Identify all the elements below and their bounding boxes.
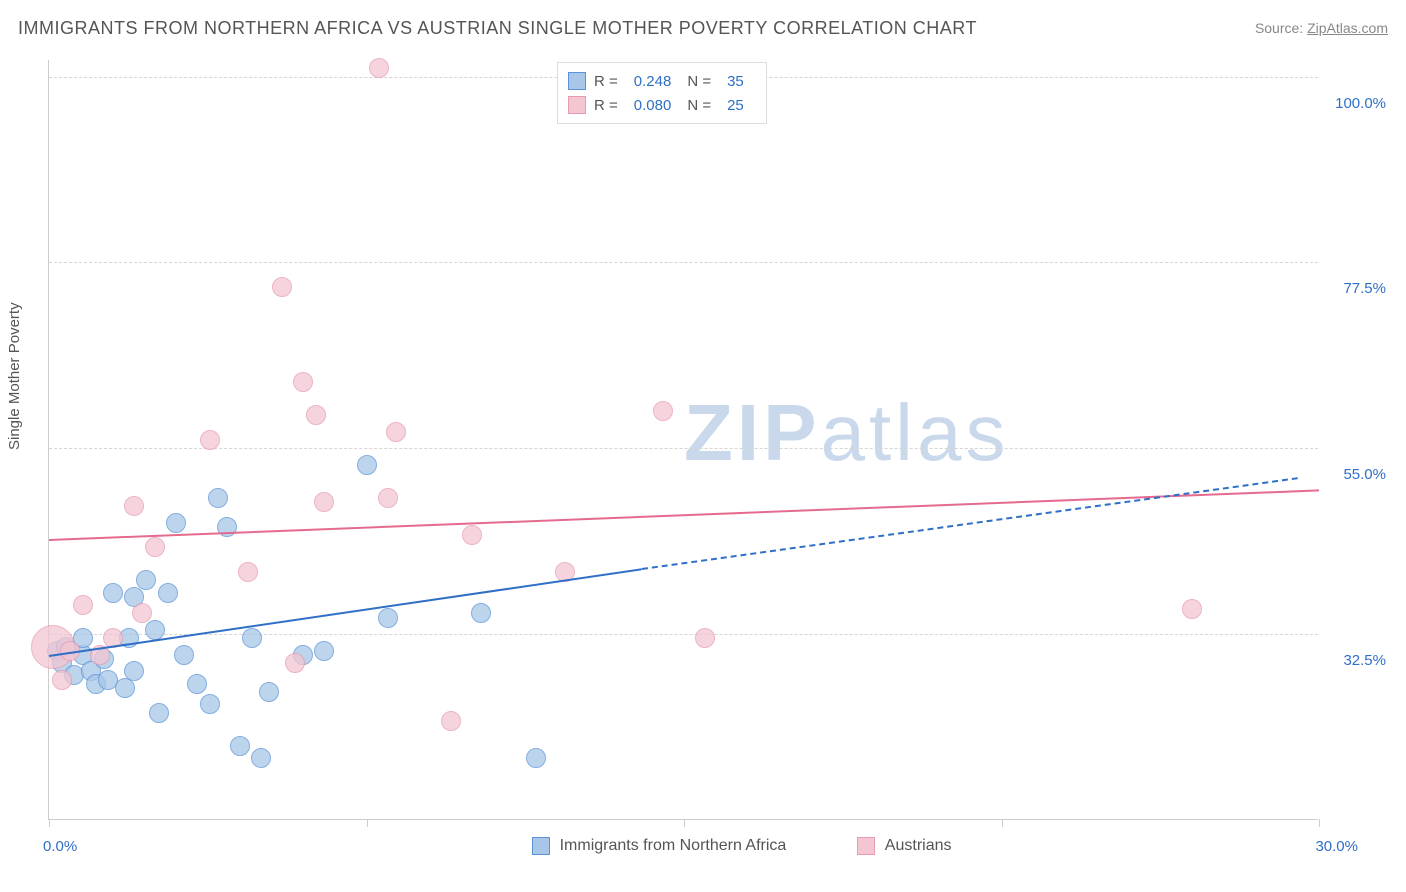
data-point: [272, 277, 292, 297]
data-point: [314, 492, 334, 512]
data-point: [1182, 599, 1202, 619]
data-point: [285, 653, 305, 673]
data-point: [378, 488, 398, 508]
n-value: 35: [727, 73, 744, 90]
trend-line: [49, 490, 1319, 542]
y-axis-label: Single Mother Poverty: [6, 302, 23, 450]
data-point: [259, 682, 279, 702]
chart-header: IMMIGRANTS FROM NORTHERN AFRICA VS AUSTR…: [18, 18, 1388, 46]
data-point: [369, 58, 389, 78]
data-point: [378, 608, 398, 628]
x-min-label: 0.0%: [43, 838, 77, 855]
scatter-plot: ZIPatlas 32.5%55.0%77.5%100.0%0.0%30.0%R…: [48, 60, 1318, 820]
n-label: N =: [687, 97, 711, 114]
y-tick-label: 55.0%: [1343, 466, 1386, 483]
watermark-bold: ZIP: [684, 388, 820, 477]
data-point: [653, 401, 673, 421]
data-point: [200, 430, 220, 450]
data-point: [526, 748, 546, 768]
data-point: [132, 603, 152, 623]
data-point: [306, 405, 326, 425]
y-tick-label: 32.5%: [1343, 652, 1386, 669]
source-attribution: Source: ZipAtlas.com: [1255, 20, 1388, 36]
data-point: [357, 455, 377, 475]
data-point: [251, 748, 271, 768]
data-point: [136, 570, 156, 590]
correlation-legend: R = 0.248 N = 35 R = 0.080 N = 25: [557, 62, 767, 124]
x-tick: [1319, 819, 1320, 827]
y-tick-label: 100.0%: [1335, 95, 1386, 112]
data-point: [242, 628, 262, 648]
data-point: [124, 661, 144, 681]
data-point: [441, 711, 461, 731]
data-point: [462, 525, 482, 545]
data-point: [208, 488, 228, 508]
legend-swatch: [568, 96, 586, 114]
series-legend-item: Immigrants from Northern Africa: [532, 837, 787, 855]
data-point: [230, 736, 250, 756]
data-point: [52, 670, 72, 690]
r-value: 0.248: [634, 73, 672, 90]
data-point: [187, 674, 207, 694]
data-point: [158, 583, 178, 603]
x-tick: [367, 819, 368, 827]
n-value: 25: [727, 97, 744, 114]
x-tick: [1002, 819, 1003, 827]
grid-line: [49, 448, 1318, 449]
grid-line: [49, 634, 1318, 635]
data-point: [238, 562, 258, 582]
data-point: [103, 583, 123, 603]
r-label: R =: [594, 97, 618, 114]
data-point: [73, 595, 93, 615]
legend-swatch: [857, 837, 875, 855]
x-max-label: 30.0%: [1315, 838, 1358, 855]
legend-swatch: [568, 72, 586, 90]
data-point: [174, 645, 194, 665]
x-tick: [49, 819, 50, 827]
data-point: [145, 620, 165, 640]
data-point: [293, 372, 313, 392]
n-label: N =: [687, 73, 711, 90]
watermark: ZIPatlas: [684, 387, 1009, 479]
legend-row: R = 0.080 N = 25: [568, 93, 752, 117]
watermark-light: atlas: [820, 388, 1009, 477]
data-point: [124, 496, 144, 516]
data-point: [166, 513, 186, 533]
chart-title: IMMIGRANTS FROM NORTHERN AFRICA VS AUSTR…: [18, 18, 977, 38]
legend-row: R = 0.248 N = 35: [568, 69, 752, 93]
legend-label: Austrians: [885, 837, 952, 855]
legend-swatch: [532, 837, 550, 855]
y-tick-label: 77.5%: [1343, 280, 1386, 297]
data-point: [471, 603, 491, 623]
r-value: 0.080: [634, 97, 672, 114]
x-tick: [684, 819, 685, 827]
data-point: [386, 422, 406, 442]
source-label: Source:: [1255, 20, 1303, 36]
trend-line-extrapolated: [642, 477, 1298, 570]
source-link[interactable]: ZipAtlas.com: [1307, 20, 1388, 36]
legend-label: Immigrants from Northern Africa: [560, 837, 787, 855]
r-label: R =: [594, 73, 618, 90]
data-point: [314, 641, 334, 661]
data-point: [145, 537, 165, 557]
data-point: [149, 703, 169, 723]
series-legend-item: Austrians: [857, 837, 952, 855]
data-point: [200, 694, 220, 714]
data-point: [695, 628, 715, 648]
grid-line: [49, 262, 1318, 263]
